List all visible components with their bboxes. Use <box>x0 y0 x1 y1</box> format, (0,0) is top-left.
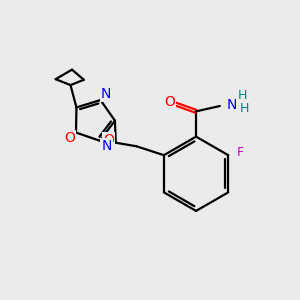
Text: N: N <box>101 139 112 153</box>
Text: H: H <box>239 102 249 115</box>
Text: O: O <box>164 95 175 110</box>
Text: O: O <box>103 133 114 147</box>
Text: N: N <box>101 86 111 100</box>
Text: N: N <box>226 98 237 112</box>
Text: F: F <box>237 146 244 159</box>
Text: O: O <box>64 131 75 145</box>
Text: H: H <box>238 89 247 102</box>
